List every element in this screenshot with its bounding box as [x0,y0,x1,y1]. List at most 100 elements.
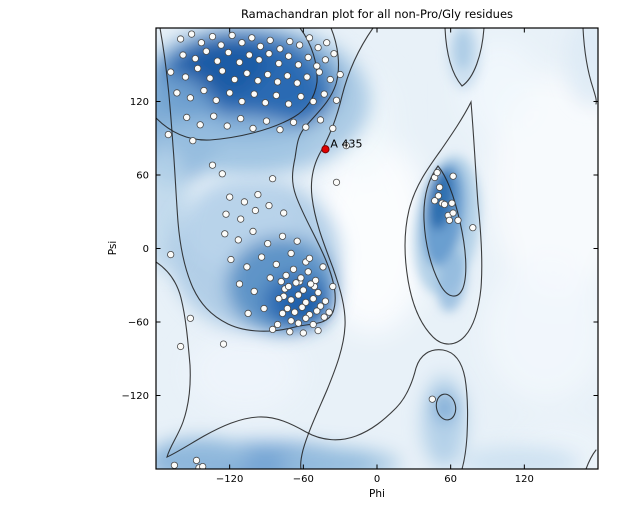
residue-point [177,342,185,351]
residue-point [265,202,273,210]
residue-point [243,69,251,77]
residue-point [289,265,298,273]
residue-point [244,309,252,317]
residue-point [293,237,301,245]
residue-point [266,36,274,44]
x-axis-label: Phi [369,488,385,500]
residue-point [445,216,453,224]
residue-point [329,282,337,291]
residue-point [295,41,304,49]
residue-point [218,67,226,75]
residue-point [428,395,436,403]
residue-point [265,50,273,58]
residue-point [167,68,175,76]
chart-title: Ramachandran plot for all non-Pro/Gly re… [241,7,513,21]
residue-point [332,178,341,186]
residue-point [208,161,217,169]
residue-point [313,62,321,70]
residue-point [249,227,257,235]
residue-point [330,50,338,58]
residue-point [223,122,231,130]
residue-point [314,43,322,52]
residue-point [192,456,201,464]
residue-point [293,79,301,87]
residue-point [256,42,264,51]
residue-point [238,97,246,106]
residue-point [449,172,457,180]
y-tick-label: 60 [136,171,149,182]
residue-point [234,236,242,244]
residue-point [224,48,232,57]
residue-point [210,112,218,120]
residue-point [179,51,187,59]
x-tick-label: 0 [374,474,380,485]
residue-point [314,326,322,335]
residue-point [286,328,294,336]
axis-ticks [156,28,598,469]
residue-point [289,118,298,126]
residue-point [298,303,306,311]
residue-point [226,89,234,97]
residue-point [287,317,295,325]
residue-point [282,271,290,279]
residue-point [315,68,323,76]
residue-point [297,93,305,101]
residue-point [309,295,317,303]
residue-point [240,198,248,206]
selected-residue-label: A 435 [330,137,362,150]
residue-point [186,94,194,102]
residue-point [261,99,269,107]
residue-point [314,288,322,297]
residue-point [276,45,284,53]
residue-point [287,249,295,257]
residue-point [235,280,244,288]
residue-point [264,70,272,79]
residue-point [320,313,328,321]
residue-point [189,137,197,145]
residue-point [272,260,280,268]
residue-point [212,96,220,104]
residue-point [304,53,312,62]
residue-point [304,268,312,276]
residue-point [202,47,210,55]
residue-point [249,124,257,132]
residue-point [268,325,277,333]
residue-point [222,210,230,218]
residue-point [197,39,205,47]
y-tick-label: −60 [128,318,149,329]
residue-point [219,340,228,348]
residue-point [433,169,441,177]
residue-point [275,295,283,303]
scatter-points [164,30,477,469]
residue-point [273,78,282,86]
x-tick-labels: −120 −60 0 60 120 [216,474,534,485]
y-tick-label: 0 [143,244,149,255]
residue-point [319,263,327,271]
residue-point [309,320,317,329]
residue-point [320,90,328,98]
residue-point [177,35,185,43]
residue-point [336,70,344,79]
residue-point [434,192,442,200]
residue-point [449,209,457,217]
residue-point [302,123,310,131]
residue-point [228,31,236,40]
residue-point [237,115,245,123]
residue-point [199,463,207,469]
residue-point [305,254,314,262]
residue-point [245,51,253,59]
residue-point [294,319,302,327]
density-layer [156,28,598,469]
residue-point [316,302,325,310]
residue-point [250,287,258,295]
residue-point [226,193,234,201]
residue-point [325,308,333,316]
residue-point [206,74,214,82]
residue-point [284,282,293,291]
selected-residue-marker: A 435 [321,137,362,154]
residue-point [186,314,194,322]
residue-point [266,274,274,282]
residue-point [283,72,291,80]
